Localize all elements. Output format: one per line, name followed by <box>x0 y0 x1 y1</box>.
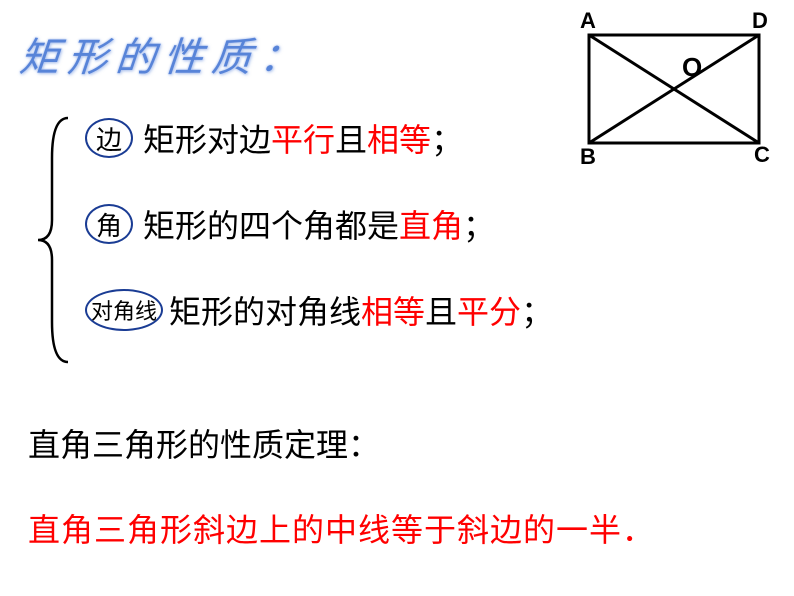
theorem-label: 直角三角形的性质定理： <box>28 420 380 466</box>
t: ； <box>521 294 553 330</box>
t: 矩形的四个角都是 <box>143 208 399 244</box>
property-row-angles: 角 矩形的四个角都是直角； <box>85 201 553 247</box>
label-o: O <box>682 52 702 83</box>
r: 直角 <box>399 208 463 244</box>
rectangle-diagram: A D B C O <box>574 10 774 170</box>
t: 且 <box>425 294 457 330</box>
t: 矩形对边 <box>143 122 271 158</box>
properties-list: 边 矩形对边平行且相等； 角 矩形的四个角都是直角； 对角线 矩形的对角线相等且… <box>85 115 553 333</box>
label-a: A <box>580 8 596 34</box>
t: ； <box>431 122 463 158</box>
curly-brace <box>30 110 80 370</box>
property-row-sides: 边 矩形对边平行且相等； <box>85 115 553 161</box>
label-d: D <box>752 8 768 34</box>
label-b: B <box>580 144 596 170</box>
pill-diagonals: 对角线 <box>85 289 163 331</box>
r: 平行 <box>271 122 335 158</box>
t: 矩形的对角线 <box>169 294 361 330</box>
t: 且 <box>335 122 367 158</box>
r: 相等 <box>367 122 431 158</box>
rectangle-svg <box>574 10 774 170</box>
prop-text-sides: 矩形对边平行且相等； <box>143 115 463 161</box>
pill-angles: 角 <box>85 204 133 244</box>
prop-text-angles: 矩形的四个角都是直角； <box>143 201 495 247</box>
label-c: C <box>754 142 770 168</box>
property-row-diagonals: 对角线 矩形的对角线相等且平分； <box>85 287 553 333</box>
prop-text-diagonals: 矩形的对角线相等且平分； <box>169 287 553 333</box>
t: ； <box>463 208 495 244</box>
r: 相等 <box>361 294 425 330</box>
page-title: 矩形的性质： <box>17 25 310 83</box>
theorem-conclusion: 直角三角形斜边上的中线等于斜边的一半． <box>28 505 655 551</box>
pill-sides: 边 <box>85 118 133 158</box>
r: 平分 <box>457 294 521 330</box>
